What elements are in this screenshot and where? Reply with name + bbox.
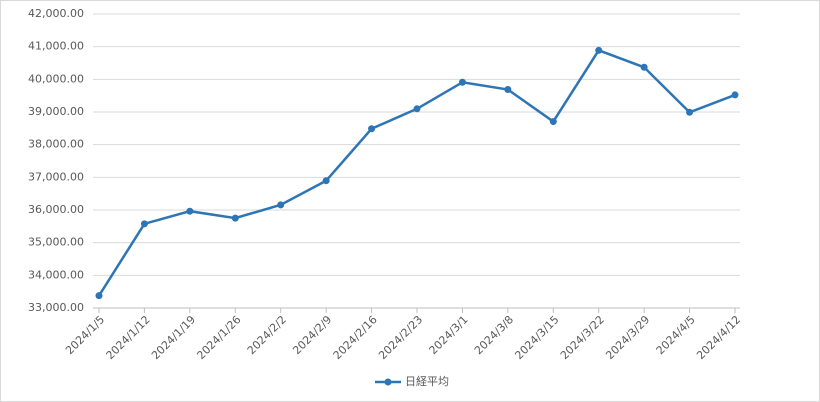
point bbox=[140, 220, 148, 228]
y-tick-label: 37,000.00 bbox=[28, 170, 84, 183]
y-tick-label: 41,000.00 bbox=[28, 40, 84, 53]
point bbox=[368, 125, 376, 133]
legend-marker bbox=[384, 378, 392, 386]
point bbox=[231, 214, 239, 222]
y-tick-label: 42,000.00 bbox=[28, 7, 84, 20]
y-tick-label: 36,000.00 bbox=[28, 203, 84, 216]
point bbox=[186, 207, 194, 215]
point bbox=[95, 292, 103, 300]
y-tick-label: 40,000.00 bbox=[28, 72, 84, 85]
legend-label: 日経平均 bbox=[405, 375, 449, 388]
point bbox=[458, 78, 466, 86]
point bbox=[595, 46, 603, 54]
point bbox=[322, 177, 330, 185]
point bbox=[504, 86, 512, 94]
point bbox=[686, 108, 694, 116]
point bbox=[731, 91, 739, 99]
point bbox=[549, 118, 557, 126]
y-tick-label: 39,000.00 bbox=[28, 105, 84, 118]
point bbox=[640, 63, 648, 71]
point bbox=[277, 201, 285, 209]
y-tick-label: 35,000.00 bbox=[28, 236, 84, 249]
point bbox=[413, 105, 421, 113]
y-tick-label: 34,000.00 bbox=[28, 268, 84, 281]
y-tick-label: 33,000.00 bbox=[28, 301, 84, 314]
y-tick-label: 38,000.00 bbox=[28, 138, 84, 151]
